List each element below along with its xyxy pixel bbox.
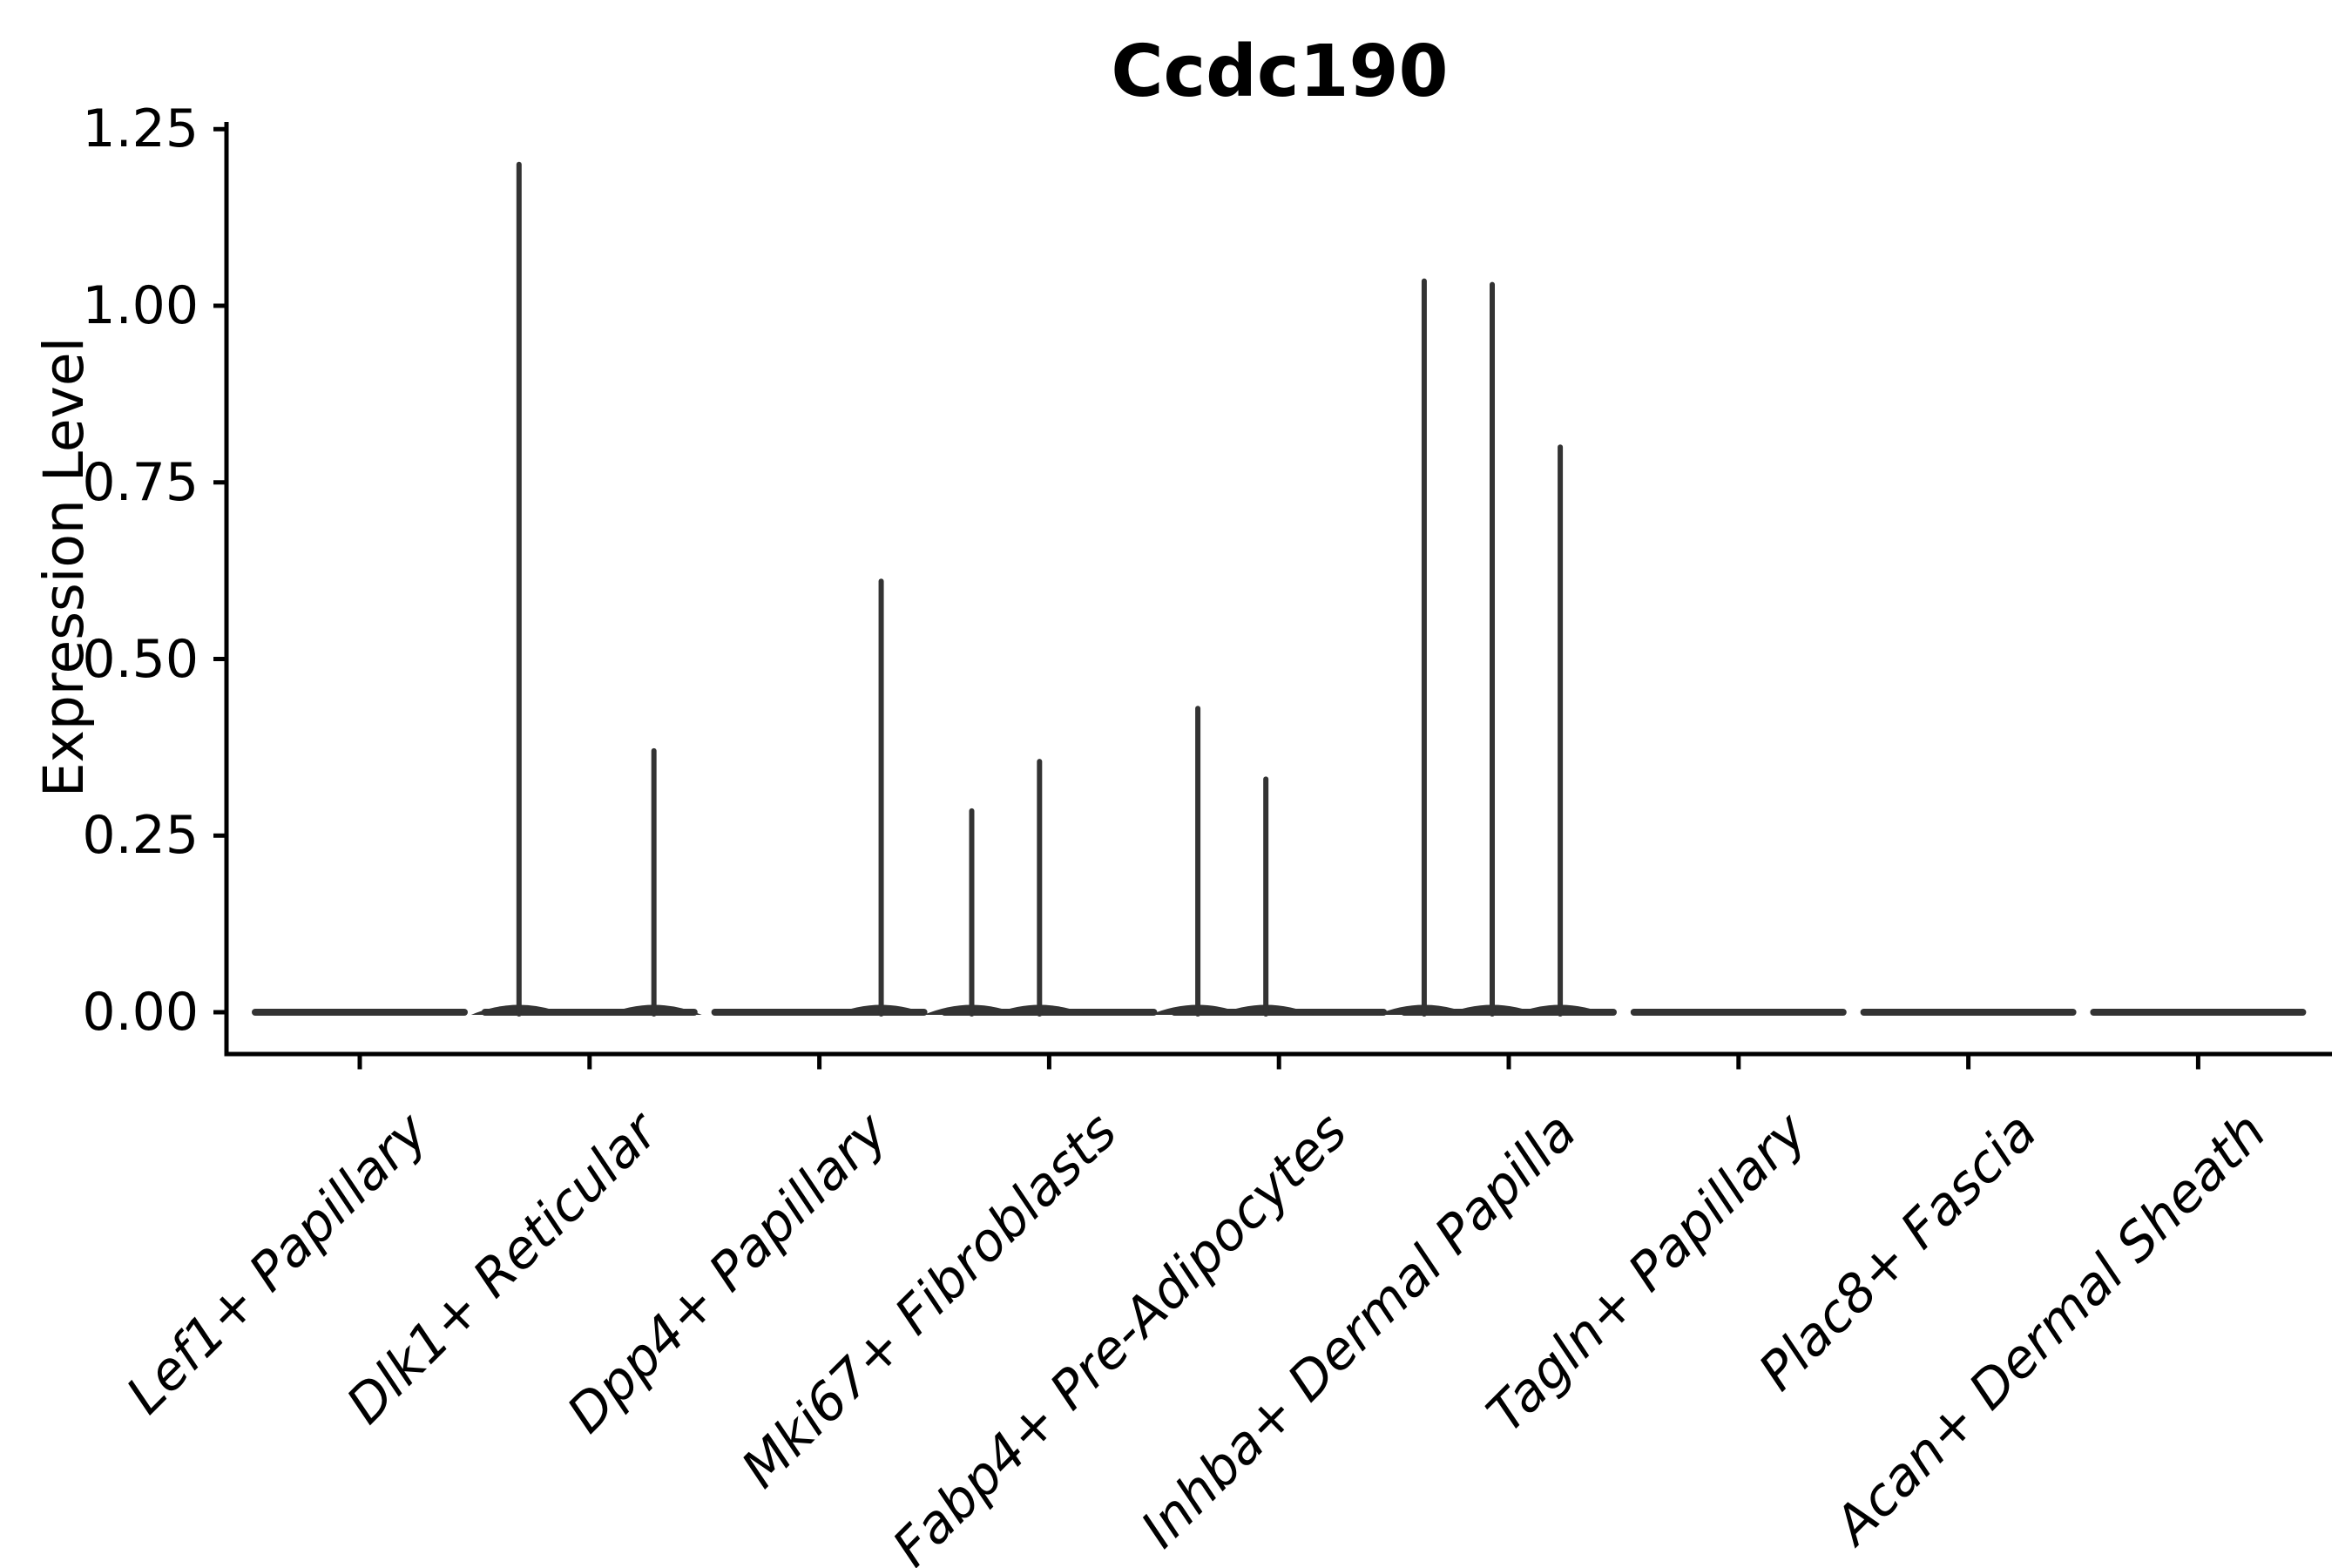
axes-layer [213, 122, 2332, 1070]
y-tick-label: 0.25 [82, 805, 199, 867]
y-axis-label: Expression Level [32, 336, 96, 798]
violins-layer [252, 161, 2307, 1017]
y-tick-label: 0.50 [82, 628, 199, 690]
y-tick-label: 1.25 [82, 98, 199, 160]
plot-title: Ccdc190 [1111, 30, 1449, 113]
y-tick-label: 1.00 [82, 275, 199, 336]
y-tick-label: 0.00 [82, 982, 199, 1043]
y-tick-label: 0.75 [82, 451, 199, 513]
